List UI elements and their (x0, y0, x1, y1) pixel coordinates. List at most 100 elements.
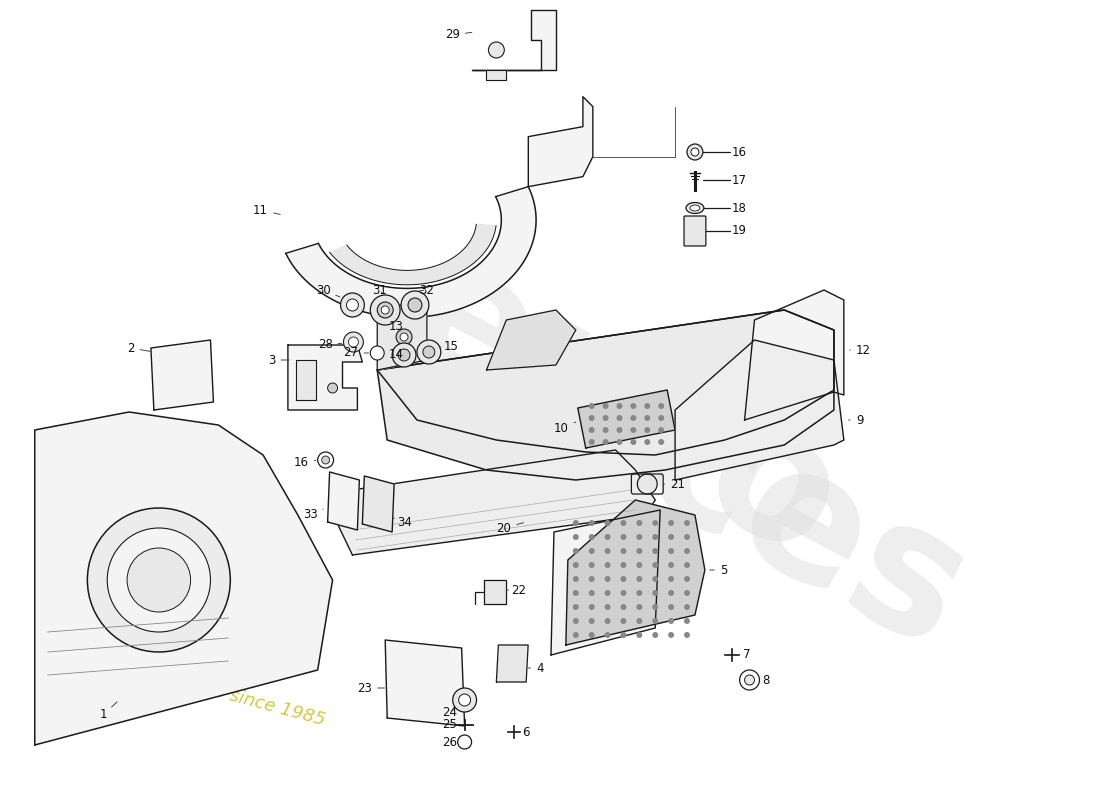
Circle shape (371, 346, 384, 360)
Circle shape (652, 618, 658, 624)
Text: 25: 25 (442, 718, 456, 731)
Polygon shape (565, 500, 705, 645)
Circle shape (605, 548, 610, 554)
Circle shape (684, 520, 690, 526)
Circle shape (684, 632, 690, 638)
Circle shape (658, 427, 664, 433)
Text: 30: 30 (316, 283, 340, 297)
Circle shape (573, 604, 579, 610)
Circle shape (318, 452, 333, 468)
Circle shape (588, 403, 595, 409)
Circle shape (377, 302, 393, 318)
Circle shape (605, 590, 610, 596)
Polygon shape (377, 310, 834, 455)
Text: 8: 8 (762, 674, 770, 686)
Circle shape (691, 148, 698, 156)
Polygon shape (296, 360, 316, 400)
Circle shape (620, 534, 626, 540)
Circle shape (459, 694, 471, 706)
Circle shape (684, 604, 690, 610)
Circle shape (371, 295, 400, 325)
Polygon shape (385, 640, 464, 726)
Circle shape (645, 403, 650, 409)
Text: 20: 20 (496, 522, 524, 534)
Circle shape (392, 343, 416, 367)
Ellipse shape (686, 202, 704, 214)
Circle shape (573, 534, 579, 540)
Circle shape (573, 576, 579, 582)
Polygon shape (338, 450, 656, 555)
Polygon shape (330, 224, 496, 285)
Circle shape (458, 735, 472, 749)
FancyBboxPatch shape (684, 216, 706, 246)
Polygon shape (578, 390, 675, 448)
Circle shape (620, 590, 626, 596)
Circle shape (603, 427, 608, 433)
Circle shape (739, 670, 759, 690)
Circle shape (658, 403, 664, 409)
Circle shape (637, 576, 642, 582)
Circle shape (630, 415, 637, 421)
Polygon shape (486, 310, 575, 370)
Polygon shape (551, 510, 660, 655)
Circle shape (652, 604, 658, 610)
Polygon shape (486, 70, 506, 80)
Text: 6: 6 (522, 726, 530, 738)
Circle shape (417, 340, 441, 364)
Text: 10: 10 (554, 422, 575, 434)
Circle shape (688, 144, 703, 160)
Polygon shape (377, 310, 834, 480)
Polygon shape (377, 300, 427, 370)
Circle shape (603, 439, 608, 445)
Circle shape (630, 427, 637, 433)
Circle shape (488, 42, 504, 58)
Text: 4: 4 (528, 662, 543, 674)
Text: 33: 33 (302, 509, 323, 522)
Circle shape (652, 576, 658, 582)
Circle shape (637, 520, 642, 526)
Circle shape (684, 576, 690, 582)
Text: 15: 15 (440, 341, 459, 354)
Circle shape (382, 306, 389, 314)
Circle shape (588, 415, 595, 421)
Circle shape (573, 590, 579, 596)
Circle shape (573, 562, 579, 568)
Circle shape (588, 604, 595, 610)
Text: 3: 3 (268, 354, 289, 366)
Text: 9: 9 (848, 414, 864, 426)
Text: 7: 7 (742, 649, 750, 662)
Circle shape (645, 427, 650, 433)
Text: 18: 18 (732, 202, 747, 214)
Circle shape (605, 520, 610, 526)
Text: 29: 29 (444, 29, 472, 42)
Text: 13: 13 (389, 321, 404, 334)
Circle shape (400, 333, 408, 341)
Circle shape (620, 548, 626, 554)
Text: 32: 32 (419, 283, 433, 297)
Polygon shape (496, 645, 528, 682)
Text: 2: 2 (128, 342, 151, 354)
Circle shape (588, 618, 595, 624)
Text: 31: 31 (372, 283, 387, 297)
Circle shape (605, 632, 610, 638)
Circle shape (652, 548, 658, 554)
Circle shape (573, 618, 579, 624)
Polygon shape (484, 580, 506, 604)
Circle shape (588, 576, 595, 582)
Circle shape (349, 337, 359, 347)
Circle shape (588, 548, 595, 554)
Circle shape (745, 675, 755, 685)
Text: 23: 23 (358, 682, 384, 694)
Circle shape (343, 332, 363, 352)
Circle shape (645, 415, 650, 421)
Text: 24: 24 (442, 706, 456, 718)
Circle shape (620, 618, 626, 624)
Text: 11: 11 (253, 203, 280, 217)
Circle shape (668, 618, 674, 624)
Circle shape (573, 632, 579, 638)
Polygon shape (472, 10, 556, 70)
Text: 16: 16 (732, 146, 747, 158)
Text: 27: 27 (343, 346, 368, 359)
Text: 5: 5 (710, 563, 727, 577)
Polygon shape (286, 186, 536, 318)
